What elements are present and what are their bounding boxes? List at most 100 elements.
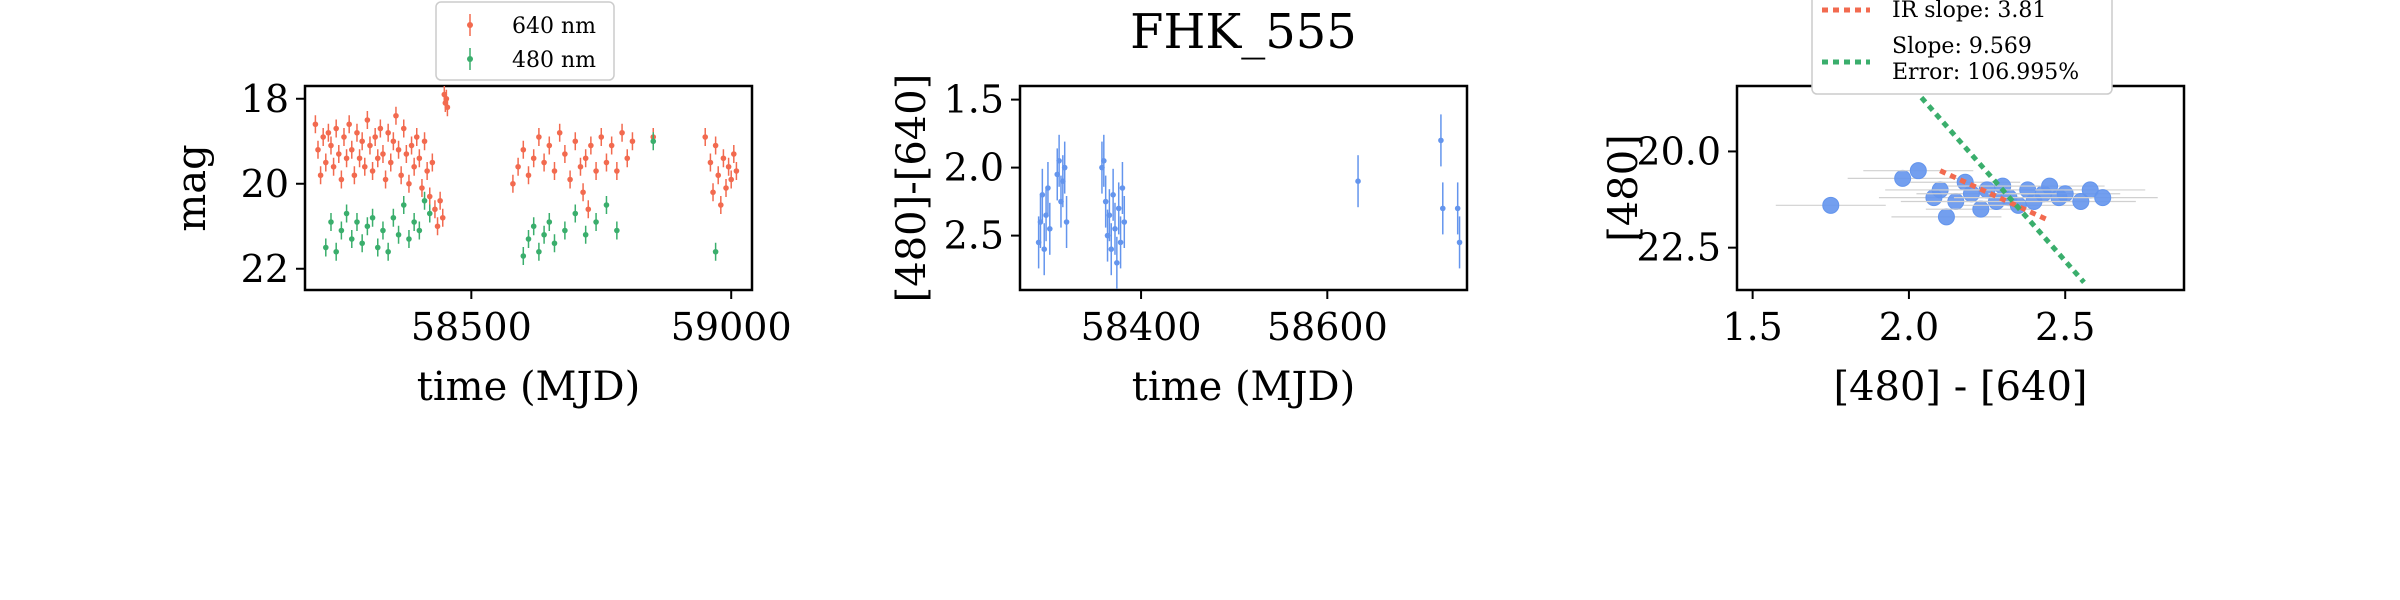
data-point (380, 227, 386, 234)
data-point (1822, 196, 1840, 214)
data-point (546, 142, 553, 149)
data-point (322, 159, 329, 166)
data-point (1047, 226, 1053, 232)
data-point (322, 244, 329, 251)
data-point (387, 159, 394, 166)
x-axis-label: time (MJD) (1132, 364, 1355, 410)
data-point (1117, 239, 1124, 246)
data-point (312, 121, 319, 128)
data-point (359, 240, 365, 247)
data-point (541, 231, 547, 238)
series-1 (1939, 168, 2051, 223)
data-point (1106, 212, 1113, 218)
data-point (725, 163, 732, 170)
data-point (520, 253, 527, 259)
data-point (393, 112, 399, 119)
data-point (710, 189, 716, 196)
data-point (718, 202, 724, 208)
data-point (582, 231, 589, 238)
data-point (1119, 185, 1126, 191)
series-1 (322, 132, 719, 265)
data-point (369, 214, 376, 221)
data-point (390, 214, 397, 221)
data-point (515, 163, 521, 170)
panel-color-lightcurve: 58400 58600 1.5 2.0 2.5 time (MJD) [480]-[640]… (889, 4, 1469, 410)
data-point (712, 142, 719, 149)
data-point (426, 210, 433, 217)
data-point (624, 155, 631, 162)
data-point (315, 146, 321, 153)
data-point (403, 151, 410, 157)
data-point (525, 172, 532, 179)
data-point (330, 163, 337, 170)
data-point (364, 223, 371, 230)
x-tick-label: 58600 (1267, 305, 1388, 349)
data-point (562, 151, 568, 157)
legend-box (1811, 0, 2113, 95)
series-0 (312, 86, 740, 236)
data-point (439, 214, 446, 221)
data-point (380, 151, 386, 157)
data-point (382, 176, 389, 183)
data-point (2056, 185, 2074, 203)
legend-label: 640 nm (512, 14, 596, 39)
data-point (629, 138, 636, 145)
y-axis-label: [480]-[640] (889, 74, 935, 303)
data-point (1114, 260, 1120, 266)
data-point (1102, 198, 1109, 205)
data-point (1438, 137, 1444, 144)
data-point (411, 163, 417, 170)
data-point (426, 193, 433, 200)
axes-frame (303, 84, 754, 292)
data-point (556, 129, 563, 136)
data-point (1108, 246, 1115, 252)
data-point (619, 129, 625, 136)
legend-box (435, 1, 615, 81)
data-point (593, 219, 599, 225)
plot-area (312, 86, 740, 265)
data-point (720, 155, 727, 162)
data-point (443, 95, 450, 102)
fit-line (1919, 95, 2086, 284)
data-point (354, 219, 360, 225)
data-point (530, 223, 537, 230)
data-point (416, 155, 423, 162)
axes-frame (1018, 84, 1469, 292)
y-tick-label: 2.5 (944, 214, 1004, 258)
data-point (333, 125, 339, 132)
data-point (333, 248, 339, 255)
panel-color-magnitude: 1.5 2.0 2.5 20.0 22.5 [480] - [640] [480] IR sl… (1601, 0, 2186, 410)
data-point (395, 146, 402, 153)
data-point (421, 138, 428, 145)
data-point (1061, 164, 1068, 171)
data-point (343, 155, 350, 162)
data-point (361, 163, 368, 170)
y-axis-label: mag (169, 144, 215, 231)
data-point (572, 138, 579, 145)
data-point (603, 202, 610, 208)
data-point (707, 159, 714, 166)
data-point (562, 227, 568, 234)
x-tick-label: 1.5 (1722, 305, 1782, 349)
data-point (1972, 200, 1990, 218)
data-point (429, 159, 436, 166)
data-point (416, 227, 423, 234)
data-point (413, 134, 420, 140)
data-point (348, 146, 355, 153)
data-point (406, 236, 412, 242)
data-point (348, 236, 355, 242)
data-point (1115, 205, 1122, 212)
data-point (525, 236, 532, 242)
data-point (1962, 185, 1980, 203)
data-point (346, 121, 352, 128)
data-point (424, 168, 430, 174)
data-point (588, 142, 594, 149)
data-point (351, 172, 358, 179)
data-point (1045, 185, 1051, 191)
data-point (367, 142, 373, 149)
data-point (520, 146, 527, 153)
data-point (419, 185, 425, 191)
legend-label: IR slope: 3.81 (1892, 0, 2046, 23)
legend-marker (467, 56, 473, 62)
